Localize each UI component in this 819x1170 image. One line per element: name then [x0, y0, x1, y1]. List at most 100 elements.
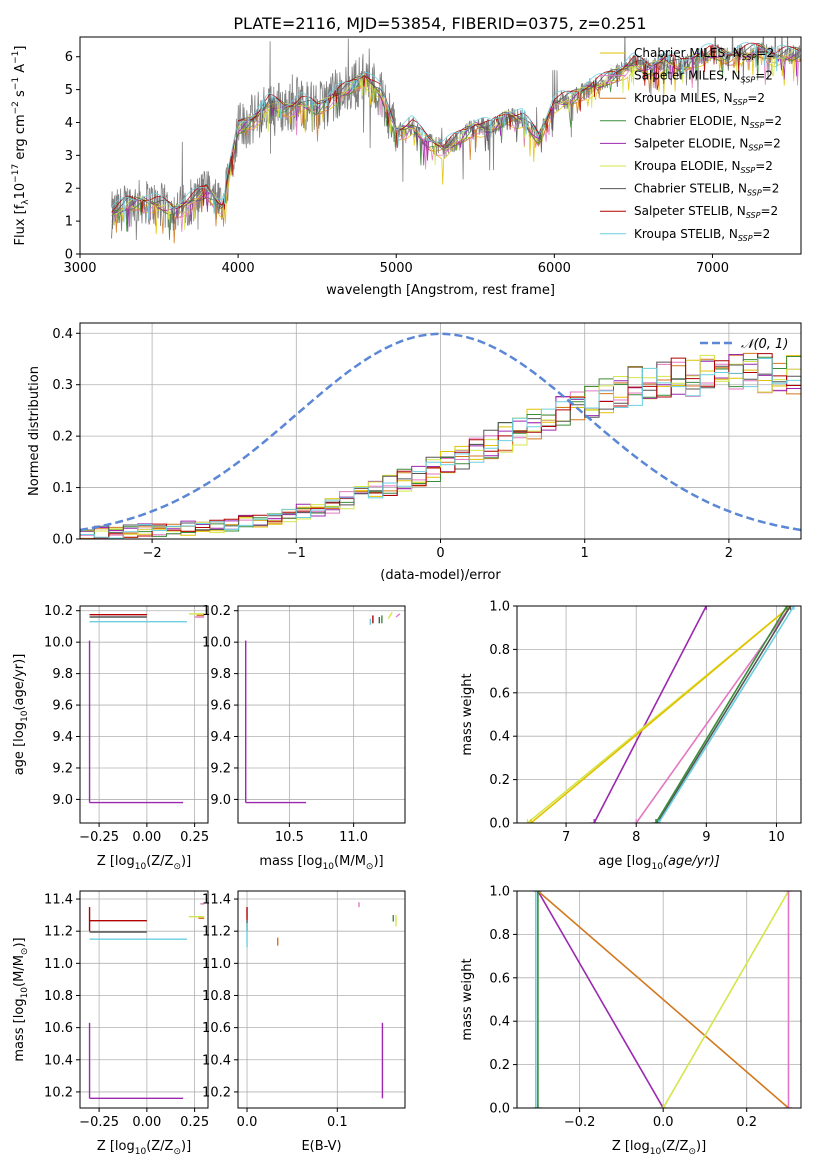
y-tick-label: 9.0: [52, 793, 73, 808]
mass-vs-EBV-clip: [246, 902, 397, 1099]
y-tick-label: 0.4: [489, 1015, 510, 1030]
x-tick-label: 0.00: [132, 1115, 161, 1130]
legend-entry: Salpeter MILES, NSSP=2: [634, 69, 773, 85]
y-tick-label: 10.0: [202, 636, 231, 651]
y-tick-label: 10.6: [202, 1021, 231, 1036]
axes-frame: [237, 890, 406, 1109]
y-tick-label: 10.2: [44, 604, 73, 619]
legend-entry: Salpeter ELODIE, NSSP=2: [634, 136, 781, 152]
legend-entry: Kroupa ELODIE, NSSP=2: [634, 159, 773, 175]
y-tick-label: 11.4: [44, 893, 73, 908]
cumulative-line: [656, 606, 792, 823]
y-tick-label: 1.0: [489, 885, 510, 900]
residuals-clip: [80, 332, 801, 539]
panels: 3000 4000 5000 6000 7000 0 1 2 3 4 5 6 wavelength [A…: [11, 36, 802, 1157]
y-tick-label: 0: [65, 248, 73, 263]
cumulative-line: [537, 891, 664, 1108]
x-tick-label: 7000: [696, 261, 729, 276]
model-spectrum: [111, 43, 801, 239]
legend-entry: Kroupa STELIB, NSSP=2: [634, 227, 770, 243]
residual-histogram: [80, 356, 801, 539]
x-axis-label: (data-model)/error: [380, 568, 501, 583]
y-tick-label: 2: [65, 182, 73, 197]
y-axis-label: Flux [fλ10−17 erg cm−2 s−1 A−1]: [11, 46, 31, 246]
y-tick-label: 0.6: [489, 971, 510, 986]
residual-histogram: [80, 352, 801, 539]
x-tick-label: 5000: [380, 261, 413, 276]
y-tick-label: 1.0: [489, 600, 510, 615]
age-vs-mass-clip: [245, 611, 401, 804]
y-tick-label: 11.2: [202, 925, 231, 940]
y-tick-label: 11.4: [202, 893, 231, 908]
x-tick-label: 8: [632, 830, 640, 845]
data-segment: [395, 613, 401, 618]
y-axis-label: mass [log10(M/M⊙)]: [12, 937, 30, 1061]
y-tick-label: 0.2: [52, 430, 73, 445]
y-tick-label: 11.0: [202, 957, 231, 972]
axes-frame: [79, 36, 802, 255]
residuals-panel: −2 −1 0 1 2 0.0 0.1 0.2 0.3 0.4 (data-model)/error…: [27, 322, 802, 583]
x-tick-label: 3000: [63, 261, 96, 276]
axes-frame: [516, 605, 802, 824]
cumulative-Z-panel: −0.2 0.0 0.2 0.0 0.2 0.4 0.6 0.8 1.0 Z [log10(Z/Z…: [460, 885, 802, 1157]
axes-frame: [79, 322, 802, 540]
axes-frame: [79, 605, 209, 824]
x-axis-label: Z [log10(Z/Z⊙)]: [97, 1139, 191, 1157]
x-tick-label: −0.25: [79, 830, 119, 845]
age-vs-Z-clip: [88, 613, 205, 804]
residual-histogram: [80, 361, 801, 539]
observed-spectrum: [111, 37, 801, 241]
x-tick-label: −1: [287, 546, 306, 561]
x-axis-label: age [log10(age/yr)]: [598, 854, 720, 872]
model-spectrum: [111, 42, 801, 223]
y-tick-label: 10.2: [202, 1085, 231, 1100]
age-vs-mass-panel: 10.5 11.0 9.0 9.2 9.4 9.6 9.8 10.0 10.2 mass [log…: [202, 604, 406, 872]
y-tick-label: 0.0: [52, 533, 73, 548]
x-tick-label: −0.2: [564, 1115, 596, 1130]
y-axis-label: age [log10(age/yr)]: [12, 654, 30, 776]
y-tick-label: 9.0: [210, 793, 231, 808]
y-tick-label: 9.8: [210, 667, 231, 682]
x-tick-label: 6000: [538, 261, 571, 276]
x-tick-label: 0.0: [237, 1115, 258, 1130]
x-tick-label: 11.0: [339, 830, 368, 845]
y-tick-label: 10.2: [202, 604, 231, 619]
x-axis-label: Z [log10(Z/Z⊙)]: [97, 854, 191, 872]
x-axis-label: Z [log10(Z/Z⊙)]: [612, 1139, 706, 1157]
x-tick-label: 0.25: [180, 830, 209, 845]
y-axis-label: Normed distribution: [27, 366, 42, 496]
y-tick-label: 9.4: [210, 730, 231, 745]
cumulative-age-panel: 7 8 9 10 0.0 0.2 0.4 0.6 0.8 1.0 age [log10(age/yr…: [460, 600, 802, 872]
y-tick-label: 10.8: [202, 989, 231, 1004]
mass-vs-EBV-panel: 0.0 0.1 10.2 10.4 10.6 10.8 11.0 11.2 11.4 E(B-V): [202, 890, 406, 1154]
x-axis-label: wavelength [Angstrom, rest frame]: [326, 283, 555, 298]
residual-histogram: [80, 354, 801, 532]
y-tick-label: 0.2: [489, 773, 510, 788]
legend-entry: Kroupa MILES, NSSP=2: [634, 91, 765, 107]
x-tick-label: 2: [725, 546, 733, 561]
y-tick-label: 10.4: [202, 1053, 231, 1068]
age-vs-Z-panel: −0.25 0.00 0.25 9.0 9.2 9.4 9.6 9.8 10.0 10.2 Z [l…: [12, 604, 209, 872]
y-tick-label: 10.2: [44, 1085, 73, 1100]
y-tick-label: 11.0: [44, 957, 73, 972]
legend-entry: Chabrier ELODIE, NSSP=2: [634, 114, 782, 130]
residual-histogram: [80, 361, 801, 533]
x-tick-label: −2: [143, 546, 162, 561]
y-tick-label: 0.4: [52, 327, 73, 342]
y-tick-label: 9.2: [210, 761, 231, 776]
x-tick-label: 0.0: [653, 1115, 674, 1130]
y-tick-label: 9.6: [52, 699, 73, 714]
x-tick-label: 0.25: [180, 1115, 209, 1130]
mass-vs-Z-panel: −0.25 0.00 0.25 10.2 10.4 10.6 10.8 11.0 11.2 11.…: [12, 890, 209, 1157]
y-tick-label: 0.1: [52, 481, 73, 496]
y-tick-label: 10.8: [44, 989, 73, 1004]
y-tick-label: 9.8: [52, 667, 73, 682]
x-tick-label: 0.1: [327, 1115, 348, 1130]
y-tick-label: 9.2: [52, 761, 73, 776]
x-tick-label: 0.2: [736, 1115, 757, 1130]
y-tick-label: 5: [65, 83, 73, 98]
cumulative-line: [657, 606, 795, 823]
cumulative-line: [537, 891, 790, 1108]
y-tick-label: 10.0: [44, 636, 73, 651]
x-axis-label: E(B-V): [301, 1139, 341, 1154]
